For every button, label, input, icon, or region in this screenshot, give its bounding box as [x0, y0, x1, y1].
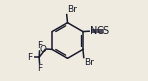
- Text: C: C: [96, 26, 103, 36]
- Text: F: F: [27, 53, 32, 62]
- Text: F: F: [37, 64, 42, 73]
- Text: Br: Br: [67, 5, 77, 14]
- Text: S: S: [103, 26, 109, 36]
- Text: F: F: [37, 41, 42, 50]
- Text: Br: Br: [84, 58, 94, 67]
- Text: N: N: [90, 26, 97, 36]
- Text: O: O: [39, 44, 46, 54]
